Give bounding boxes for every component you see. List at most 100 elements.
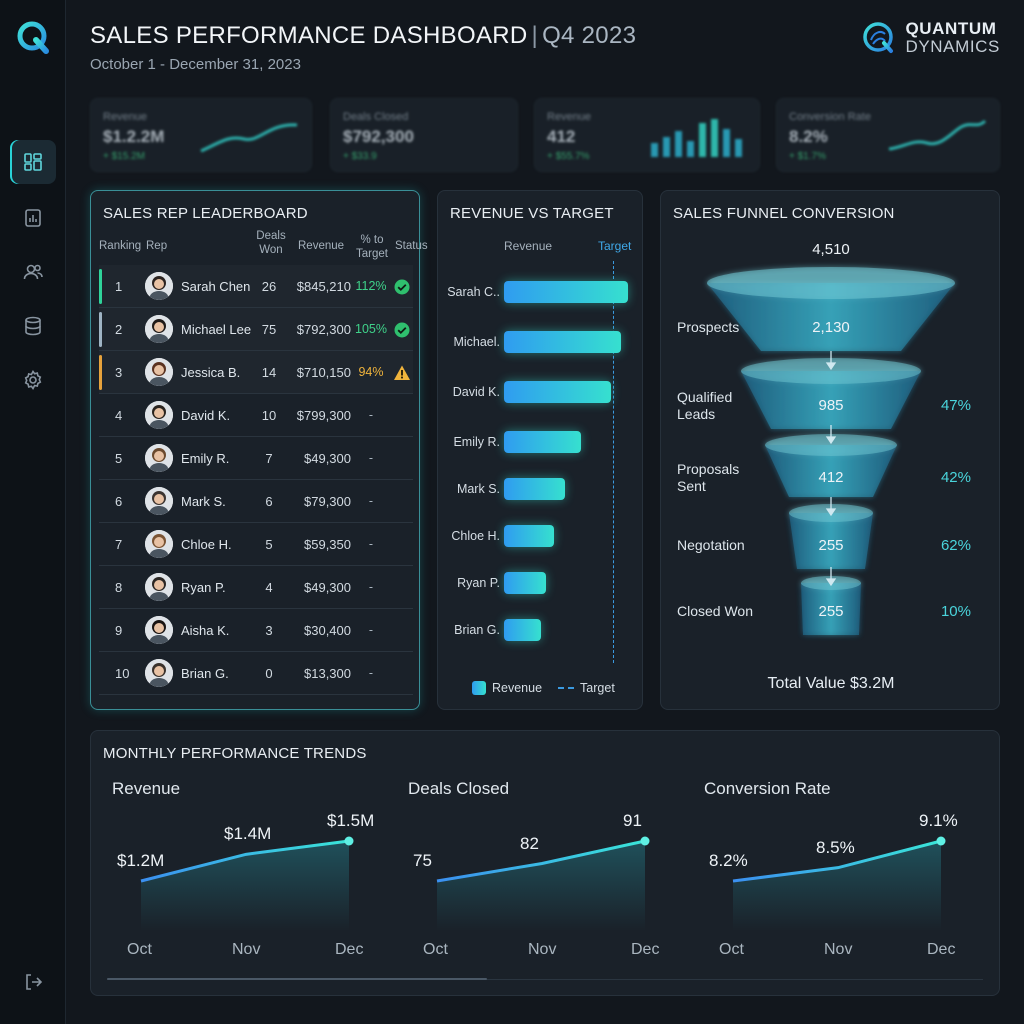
- pct-cell: 112%: [355, 279, 387, 293]
- avatar: [145, 487, 173, 515]
- deals-cell: 4: [265, 580, 273, 595]
- deals-cell: 3: [265, 623, 273, 638]
- trend-x-label: Nov: [528, 941, 557, 958]
- funnel-stage-count: 412: [818, 469, 844, 486]
- avatar: [145, 444, 173, 472]
- trend-end-point[interactable]: [640, 836, 650, 846]
- trend-end-point[interactable]: [344, 836, 354, 846]
- table-row[interactable]: 10 Brian G. 0 $13,300 -: [99, 652, 413, 695]
- nav-reports[interactable]: [10, 196, 56, 240]
- kpi-label: Deals Closed: [343, 111, 409, 123]
- avatar: [145, 530, 173, 558]
- revenue-bar[interactable]: [504, 381, 611, 403]
- kpi-card-revenue-2[interactable]: Revenue 412 + $55.7%: [534, 98, 760, 172]
- table-row[interactable]: 2 Michael Lee 75 $792,300 105%: [99, 308, 413, 351]
- deals-cell: 6: [265, 494, 273, 509]
- trend-x-label: Nov: [232, 941, 261, 958]
- deals-cell: 14: [261, 365, 277, 380]
- trend-chart-title: Revenue: [112, 779, 181, 798]
- nav-database[interactable]: [10, 304, 56, 348]
- brand-line1: QUANTUM: [905, 19, 997, 38]
- nav-users[interactable]: [10, 250, 56, 294]
- bar-label: Sarah C..: [447, 285, 500, 299]
- table-row[interactable]: 5 Emily R. 7 $49,300 -: [99, 437, 413, 480]
- logout-button[interactable]: [10, 960, 56, 1004]
- revenue-bar[interactable]: [504, 619, 542, 641]
- kpi-delta: + $55.7%: [547, 151, 590, 162]
- kpi-card-conversion[interactable]: Conversion Rate 8.2% + $1.7%: [776, 98, 1000, 172]
- pct-cell: -: [368, 580, 374, 594]
- revenue-bar[interactable]: [504, 281, 628, 303]
- nav-dashboard[interactable]: [10, 140, 56, 184]
- rep-name: Sarah Chen: [181, 279, 251, 294]
- kpi-label: Revenue: [103, 111, 148, 123]
- kpi-card-revenue[interactable]: Revenue $1.2.2M + $15.2M: [90, 98, 312, 172]
- page-title: SALES PERFORMANCE DASHBOARD | Q4 2023: [90, 22, 636, 50]
- revenue-bar[interactable]: [504, 431, 581, 453]
- target-line: [613, 261, 615, 663]
- title-text: SALES PERFORMANCE DASHBOARD: [90, 22, 528, 49]
- kpi-value: $1.2.2M: [103, 127, 165, 146]
- legend-revenue-swatch: [472, 681, 486, 695]
- pct-cell: -: [368, 408, 374, 422]
- trends-scroll-track[interactable]: [107, 979, 983, 980]
- trends-scroll-thumb[interactable]: [107, 978, 487, 980]
- bar-label: Michael.: [453, 335, 500, 349]
- trend-value-label: $1.4M: [224, 824, 272, 844]
- table-row[interactable]: 6 Mark S. 6 $79,300 -: [99, 480, 413, 523]
- nav-settings[interactable]: [10, 358, 56, 402]
- revenue-bar[interactable]: [504, 478, 565, 500]
- revenue-cell: $792,300: [296, 322, 351, 337]
- funnel-stage-pct: 10%: [940, 603, 971, 620]
- table-row[interactable]: 1 Sarah Chen 26 $845,210 112%: [99, 265, 413, 308]
- funnel-total: Total Value $3.2M: [767, 675, 895, 692]
- sidebar: [0, 0, 66, 1024]
- col-pct: % to Target: [353, 233, 391, 261]
- bar-label: Chloe H.: [451, 529, 500, 543]
- funnel-graphic: [707, 267, 955, 635]
- brand-line2: DYNAMICS: [905, 37, 1000, 56]
- funnel-stage-pct: 62%: [940, 537, 971, 554]
- col-pct-line2: Target: [356, 248, 388, 260]
- trend-line: [436, 839, 646, 883]
- rep-name: Brian G.: [181, 666, 229, 681]
- trend-end-point[interactable]: [936, 836, 946, 846]
- kpi-delta: + $33.9: [343, 151, 377, 162]
- table-row[interactable]: 4 David K. 10 $799,300 -: [99, 394, 413, 437]
- funnel-top-value: 4,510: [812, 241, 850, 258]
- revenue-bar[interactable]: [504, 525, 554, 547]
- check-circle-icon: [393, 321, 411, 339]
- rep-name: Mark S.: [181, 494, 226, 509]
- trend-x-label: Oct: [423, 941, 448, 958]
- trend-value-label: 9.1%: [919, 811, 958, 830]
- row-highlight: [99, 312, 102, 347]
- funnel-stage-count: 255: [818, 537, 844, 554]
- table-row[interactable]: 8 Ryan P. 4 $49,300 -: [99, 566, 413, 609]
- pct-cell: -: [368, 623, 374, 637]
- table-row[interactable]: 7 Chloe H. 5 $59,350 -: [99, 523, 413, 566]
- reports-icon: [25, 209, 41, 227]
- rank-cell: 8: [115, 580, 123, 595]
- funnel-stage-label-line: Qualified: [677, 389, 733, 405]
- leaderboard-title: SALES REP LEADERBOARD: [103, 205, 308, 222]
- app-logo-icon[interactable]: [14, 18, 52, 56]
- revenue-bar[interactable]: [504, 331, 621, 353]
- legend-revenue: Revenue: [492, 681, 543, 695]
- table-row[interactable]: 9 Aisha K. 3 $30,400 -: [99, 609, 413, 652]
- revenue-bar[interactable]: [504, 572, 547, 594]
- deals-cell: 7: [265, 451, 273, 466]
- rank-cell: 2: [115, 322, 123, 337]
- funnel-stage-label-line: Leads: [677, 406, 716, 422]
- table-row[interactable]: 3 Jessica B. 14 $710,150 94%: [99, 351, 413, 394]
- title-period: Q4 2023: [542, 22, 637, 49]
- trend-area: [141, 841, 349, 931]
- kpi-card-deals[interactable]: Deals Closed $792,300 + $33.9: [330, 98, 518, 172]
- trend-value-label: $1.2M: [117, 851, 165, 870]
- trend-x-label: Nov: [824, 941, 853, 958]
- kpi-value: 412: [547, 127, 576, 146]
- rank-cell: 10: [115, 666, 130, 681]
- trend-x-label: Dec: [927, 941, 956, 958]
- trend-chart-svg: [732, 836, 946, 931]
- revenue-target-panel: REVENUE VS TARGET Revenue Target Sarah C…: [437, 190, 643, 710]
- revenue-target-title: REVENUE VS TARGET: [450, 205, 614, 222]
